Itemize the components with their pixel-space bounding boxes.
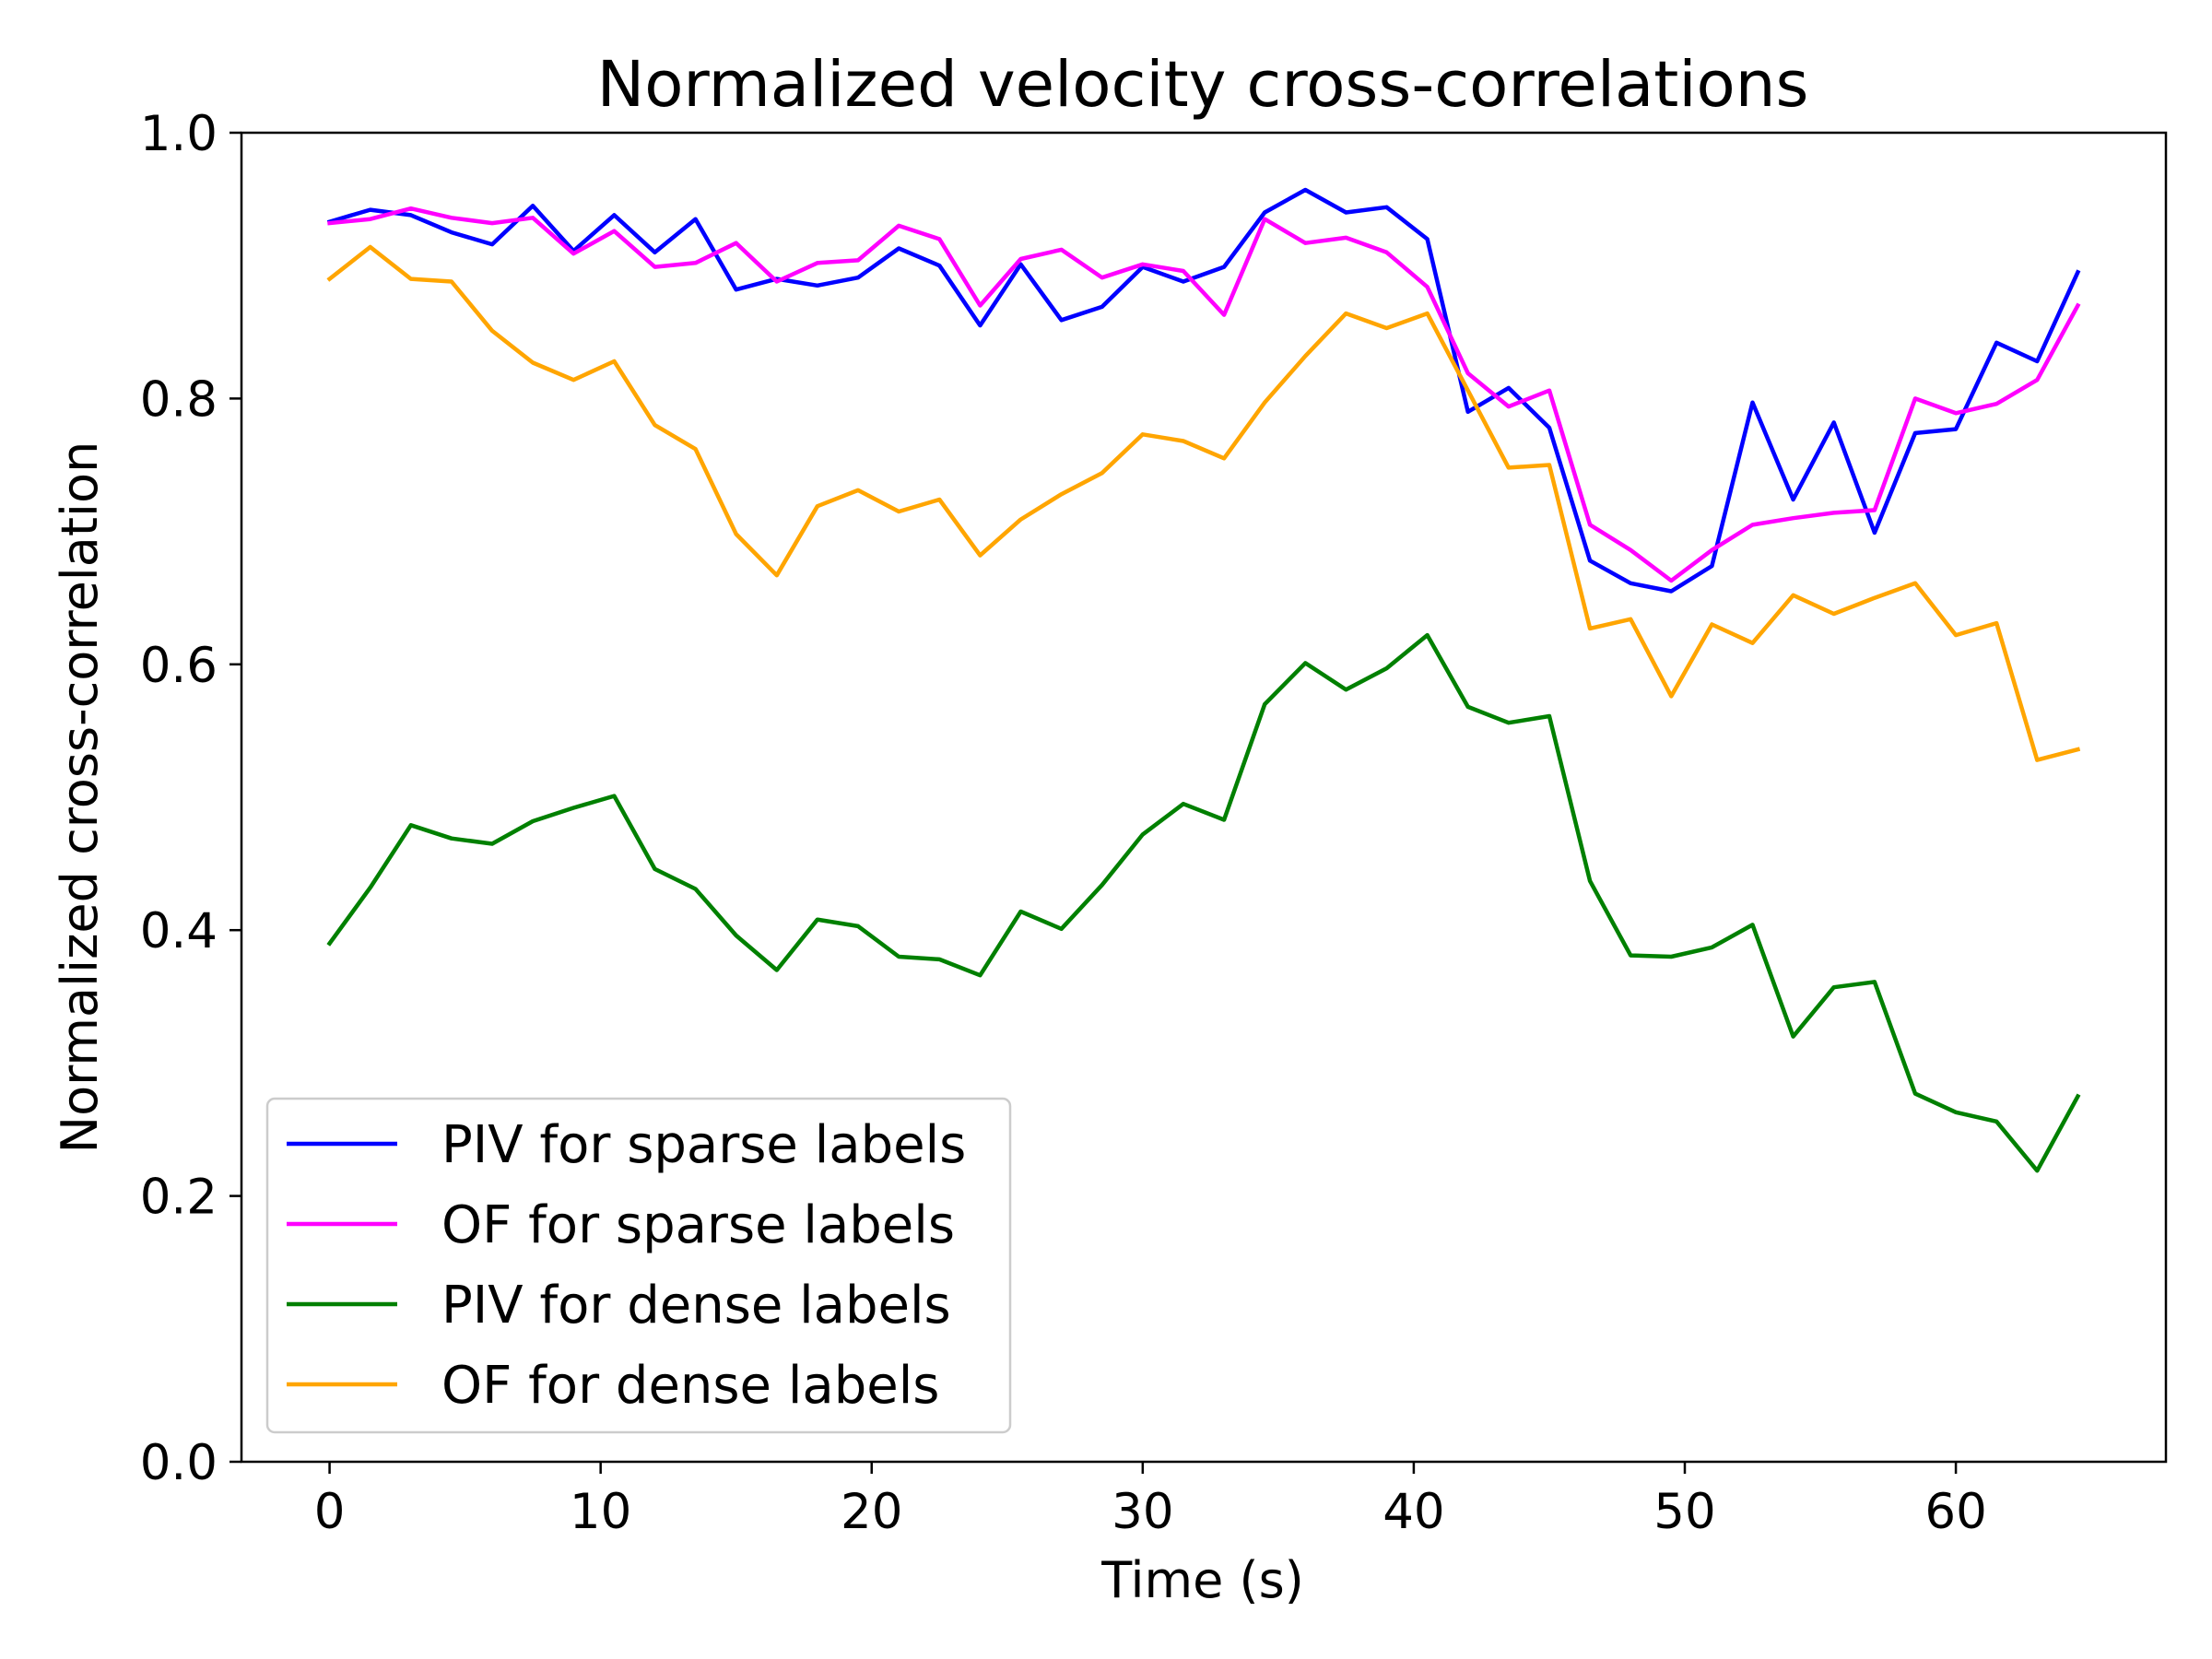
plot-frame — [240, 131, 2168, 1464]
x-axis: 0 10 20 30 40 50 60 — [314, 1462, 1987, 1540]
series-line-1 — [326, 187, 2081, 594]
x-tick-label: 40 — [1382, 1484, 1444, 1540]
legend-label: PIV for dense labels — [441, 1276, 951, 1335]
chart-title: Normalized velocity cross-correlations — [597, 48, 1809, 122]
y-tick-label: 0.6 — [140, 638, 218, 694]
x-tick-label: 20 — [841, 1484, 902, 1540]
x-tick-label: 60 — [1924, 1484, 1986, 1540]
y-axis-label: Normalized cross-correlation — [51, 441, 109, 1154]
series-line-2 — [327, 206, 2081, 583]
series-line-4 — [326, 244, 2081, 762]
x-axis-label: Time (s) — [1100, 1551, 1304, 1609]
legend-label: PIV for sparse labels — [441, 1115, 966, 1175]
y-tick-label: 0.4 — [140, 903, 218, 959]
y-tick-label: 0.0 — [140, 1435, 218, 1491]
legend: PIV for sparse labels OF for sparse label… — [265, 1097, 1012, 1434]
legend-label: OF for sparse labels — [441, 1195, 955, 1255]
series-line-3 — [326, 632, 2081, 1173]
y-tick-label: 0.2 — [140, 1170, 218, 1226]
x-tick-label: 10 — [570, 1484, 631, 1540]
series-layer — [326, 187, 2081, 1173]
x-tick-label: 0 — [314, 1484, 346, 1540]
legend-label: OF for dense labels — [441, 1356, 939, 1416]
x-tick-label: 30 — [1112, 1484, 1173, 1540]
y-tick-label: 1.0 — [140, 106, 218, 162]
x-tick-label: 50 — [1653, 1484, 1715, 1540]
y-axis: 0.0 0.2 0.4 0.6 0.8 1.0 — [140, 106, 241, 1491]
legend-box — [265, 1097, 1012, 1434]
y-tick-label: 0.8 — [140, 371, 218, 428]
